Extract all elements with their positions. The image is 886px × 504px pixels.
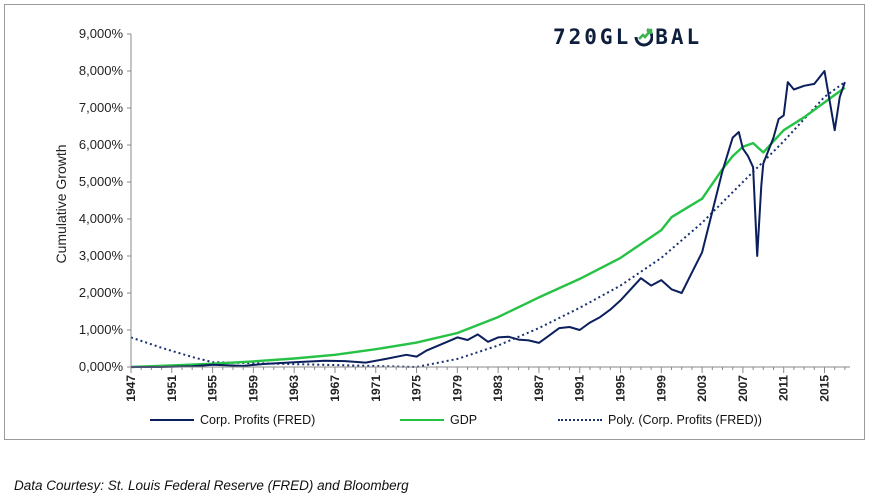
y-tick-label: 1,000% [79, 322, 124, 337]
720global-logo: 720GL BAL [553, 22, 702, 52]
x-tick-label: 1947 [124, 375, 138, 402]
x-tick-label: 2003 [695, 375, 709, 402]
legend-label-poly-trend: Poly. (Corp. Profits (FRED)) [608, 413, 762, 427]
y-tick-label: 6,000% [79, 137, 124, 152]
y-tick-label: 4,000% [79, 211, 124, 226]
x-tick-label: 1955 [206, 375, 220, 402]
x-tick-label: 1987 [532, 375, 546, 402]
legend-label-corp-profits: Corp. Profits (FRED) [200, 413, 316, 427]
x-tick-label: 1995 [614, 375, 628, 402]
series-line-corp-profits [131, 70, 846, 368]
legend-swatch-gdp [400, 419, 444, 421]
x-tick-label: 1959 [246, 375, 260, 402]
logo-text-right: BAL [655, 25, 703, 49]
legend-item-corp-profits: Corp. Profits (FRED) [150, 413, 315, 427]
x-tick-label: 2011 [777, 375, 791, 401]
legend-item-poly-trend: Poly. (Corp. Profits (FRED)) [558, 413, 762, 427]
x-tick-label: 2007 [736, 375, 750, 402]
y-tick-label: 7,000% [79, 100, 124, 115]
legend-item-gdp: GDP [400, 413, 477, 427]
legend-label-gdp: GDP [450, 413, 478, 427]
x-tick-label: 2015 [818, 375, 832, 402]
series-line-poly-trend [130, 81, 846, 368]
x-tick-label: 1967 [328, 375, 342, 402]
series-line-gdp [130, 86, 846, 369]
x-tick-label: 1983 [491, 375, 505, 402]
chart-legend: Corp. Profits (FRED) GDP Poly. (Corp. Pr… [150, 413, 840, 433]
x-tick-label: 1979 [450, 375, 464, 402]
y-axis-title: Cumulative Growth [53, 144, 69, 263]
x-tick-label: 1991 [573, 375, 587, 402]
x-tick-label: 1951 [165, 375, 179, 402]
x-tick-label: 1963 [287, 375, 301, 402]
legend-swatch-corp-profits [150, 419, 194, 421]
logo-text-left: 720GL [553, 25, 632, 49]
y-tick-label: 5,000% [79, 174, 124, 189]
legend-swatch-poly-trend [558, 419, 602, 421]
globe-arrow-icon [634, 28, 654, 47]
y-tick-label: 3,000% [79, 248, 124, 263]
x-tick-label: 1999 [654, 375, 668, 402]
x-tick-label: 1971 [369, 375, 383, 402]
y-tick-label: 8,000% [79, 63, 124, 78]
x-tick-label: 1975 [410, 375, 424, 402]
y-tick-label: 9,000% [79, 26, 124, 41]
y-tick-label: 0,000% [79, 359, 124, 374]
y-tick-label: 2,000% [79, 285, 124, 300]
data-source-footnote: Data Courtesy: St. Louis Federal Reserve… [14, 478, 409, 493]
